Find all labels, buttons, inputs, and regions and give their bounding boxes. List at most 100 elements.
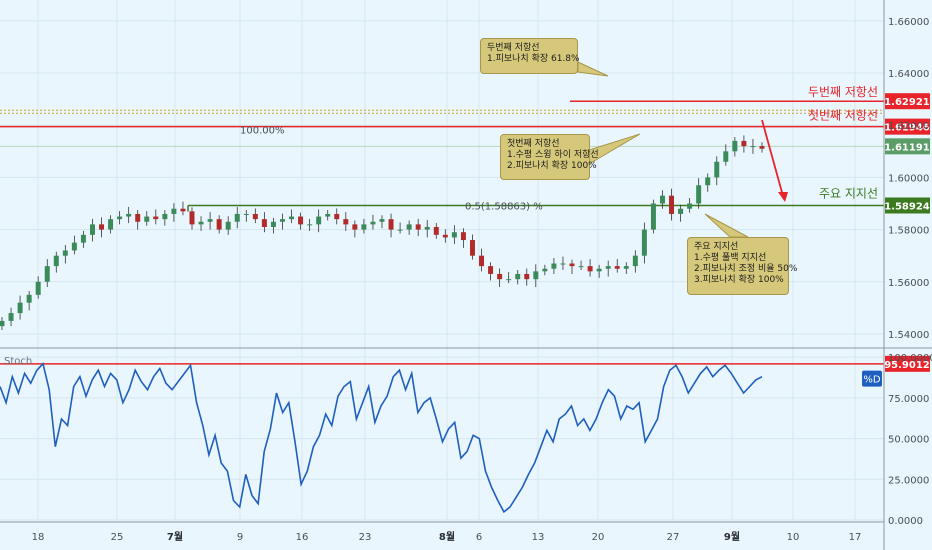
candle-body — [623, 266, 629, 269]
candle-body — [515, 273, 521, 280]
candle-body — [379, 219, 385, 222]
candle-body — [316, 216, 322, 225]
candle-body — [479, 255, 485, 267]
note-pointer — [577, 61, 609, 77]
x-tick-label: 16 — [296, 532, 309, 543]
candle-body — [488, 266, 494, 274]
candle-body — [252, 213, 258, 220]
candle-body — [524, 273, 530, 280]
price-tick-label: 1.66000 — [888, 17, 929, 28]
x-tick-label: 27 — [667, 532, 680, 543]
annotation-line: 1.수평 스윙 하이 저항선 — [507, 150, 599, 160]
candle-body — [198, 221, 204, 225]
level-name-label: 두번째 저항선 — [808, 85, 878, 99]
x-tick-label: 6 — [476, 532, 482, 543]
projection-arrow-line — [761, 119, 784, 197]
candle-body — [569, 263, 575, 267]
stochastic-panel[interactable]: 95.9012 Stoch %D — [0, 355, 930, 514]
candle-body — [343, 219, 349, 225]
annotation-second-resistance[interactable]: 두번째 저항선 1.피보나치 확장 61.8% — [480, 38, 580, 74]
candle-body — [35, 281, 41, 295]
candle-body — [53, 255, 59, 267]
annotation-key-support[interactable]: 주요 지지선 1.수평 풀백 지지선 2.피보나치 조정 비율 50% 3.피보… — [687, 237, 797, 295]
candle-body — [370, 221, 376, 225]
candle-body — [678, 208, 684, 214]
candle-body — [71, 242, 77, 251]
candle-body — [62, 250, 68, 256]
candle-body — [497, 273, 503, 280]
osc-tick-label: 100.0000 — [888, 353, 932, 364]
price-tick-label: 1.64000 — [888, 69, 929, 80]
candle-body — [8, 313, 14, 321]
candle-body — [596, 268, 602, 272]
candle-body — [741, 140, 747, 147]
candle-body — [334, 213, 340, 220]
candle-body — [162, 213, 168, 220]
candle-body — [44, 266, 50, 282]
annotation-line: 3.피보나치 확장 100% — [694, 275, 784, 285]
x-tick-label: 17 — [849, 532, 862, 543]
price-tick-label: 1.60000 — [888, 173, 929, 184]
stoch-level-tag-label: 95.9012 — [884, 360, 930, 371]
annotation-line: 1.피보나치 확장 61.8% — [487, 54, 580, 64]
stoch-level-tag — [885, 355, 930, 372]
candle-body — [26, 294, 32, 303]
candle-body — [261, 219, 267, 227]
price-tag-label: 1.58924 — [884, 201, 930, 212]
candle-body — [270, 221, 276, 227]
x-tick-label: 10 — [787, 532, 800, 543]
annotation-first-resistance[interactable]: 첫번째 저항선 1.수평 스윙 하이 저항선 2.피보나치 확장 100% — [500, 134, 599, 180]
candle-body — [298, 216, 304, 225]
projection-arrow-head — [778, 192, 788, 202]
candle-body — [469, 240, 475, 256]
fib-100-label: 100.00% — [240, 126, 285, 137]
candle-body — [687, 203, 693, 209]
candle-body — [714, 161, 720, 178]
candle-body — [605, 266, 611, 269]
price-tick-label: 1.56000 — [888, 278, 929, 289]
candle-body — [89, 224, 95, 235]
candlestick-series[interactable] — [0, 135, 765, 331]
osc-tick-label: 25.0000 — [888, 475, 929, 486]
candle-body — [144, 216, 150, 222]
grid-lines — [0, 0, 884, 521]
candle-body — [279, 219, 285, 222]
candle-body — [108, 219, 114, 230]
annotation-line: 1.수평 풀백 지지선 — [694, 253, 767, 263]
candle-body — [207, 219, 213, 222]
candle-body — [17, 302, 23, 314]
annotation-title: 두번째 저항선 — [487, 43, 540, 53]
price-tag — [885, 197, 930, 214]
osc-tick-label: 75.0000 — [888, 394, 929, 405]
candle-body — [388, 219, 394, 230]
level-name-label: 첫번째 저항선 — [808, 109, 878, 123]
candle-body — [632, 255, 638, 267]
candle-body — [406, 224, 412, 230]
price-tick-label: 1.62000 — [888, 121, 929, 132]
series-tag-label: %D — [863, 375, 881, 386]
candle-body — [117, 216, 123, 220]
candle-body — [732, 140, 738, 152]
candle-body — [424, 226, 430, 230]
candle-body — [234, 213, 240, 222]
candle-body — [669, 195, 675, 214]
candle-body — [216, 219, 222, 230]
level-name-label: 주요 지지선 — [819, 186, 878, 200]
candle-body — [189, 211, 195, 225]
candle-body — [451, 232, 457, 238]
annotation-line: 2.피보나치 확장 100% — [507, 161, 597, 171]
candle-body — [578, 266, 584, 268]
candle-body — [225, 221, 231, 230]
price-tag-label: 1.62921 — [884, 97, 930, 108]
candle-body — [433, 226, 439, 235]
price-tag-label: 1.61946 — [884, 123, 930, 134]
candle-body — [0, 320, 5, 327]
price-tag — [885, 138, 930, 155]
price-tick-label: 1.54000 — [888, 330, 929, 341]
candle-body — [153, 216, 159, 220]
candle-body — [723, 151, 729, 162]
price-tag — [885, 118, 930, 135]
candle-body — [696, 185, 702, 204]
